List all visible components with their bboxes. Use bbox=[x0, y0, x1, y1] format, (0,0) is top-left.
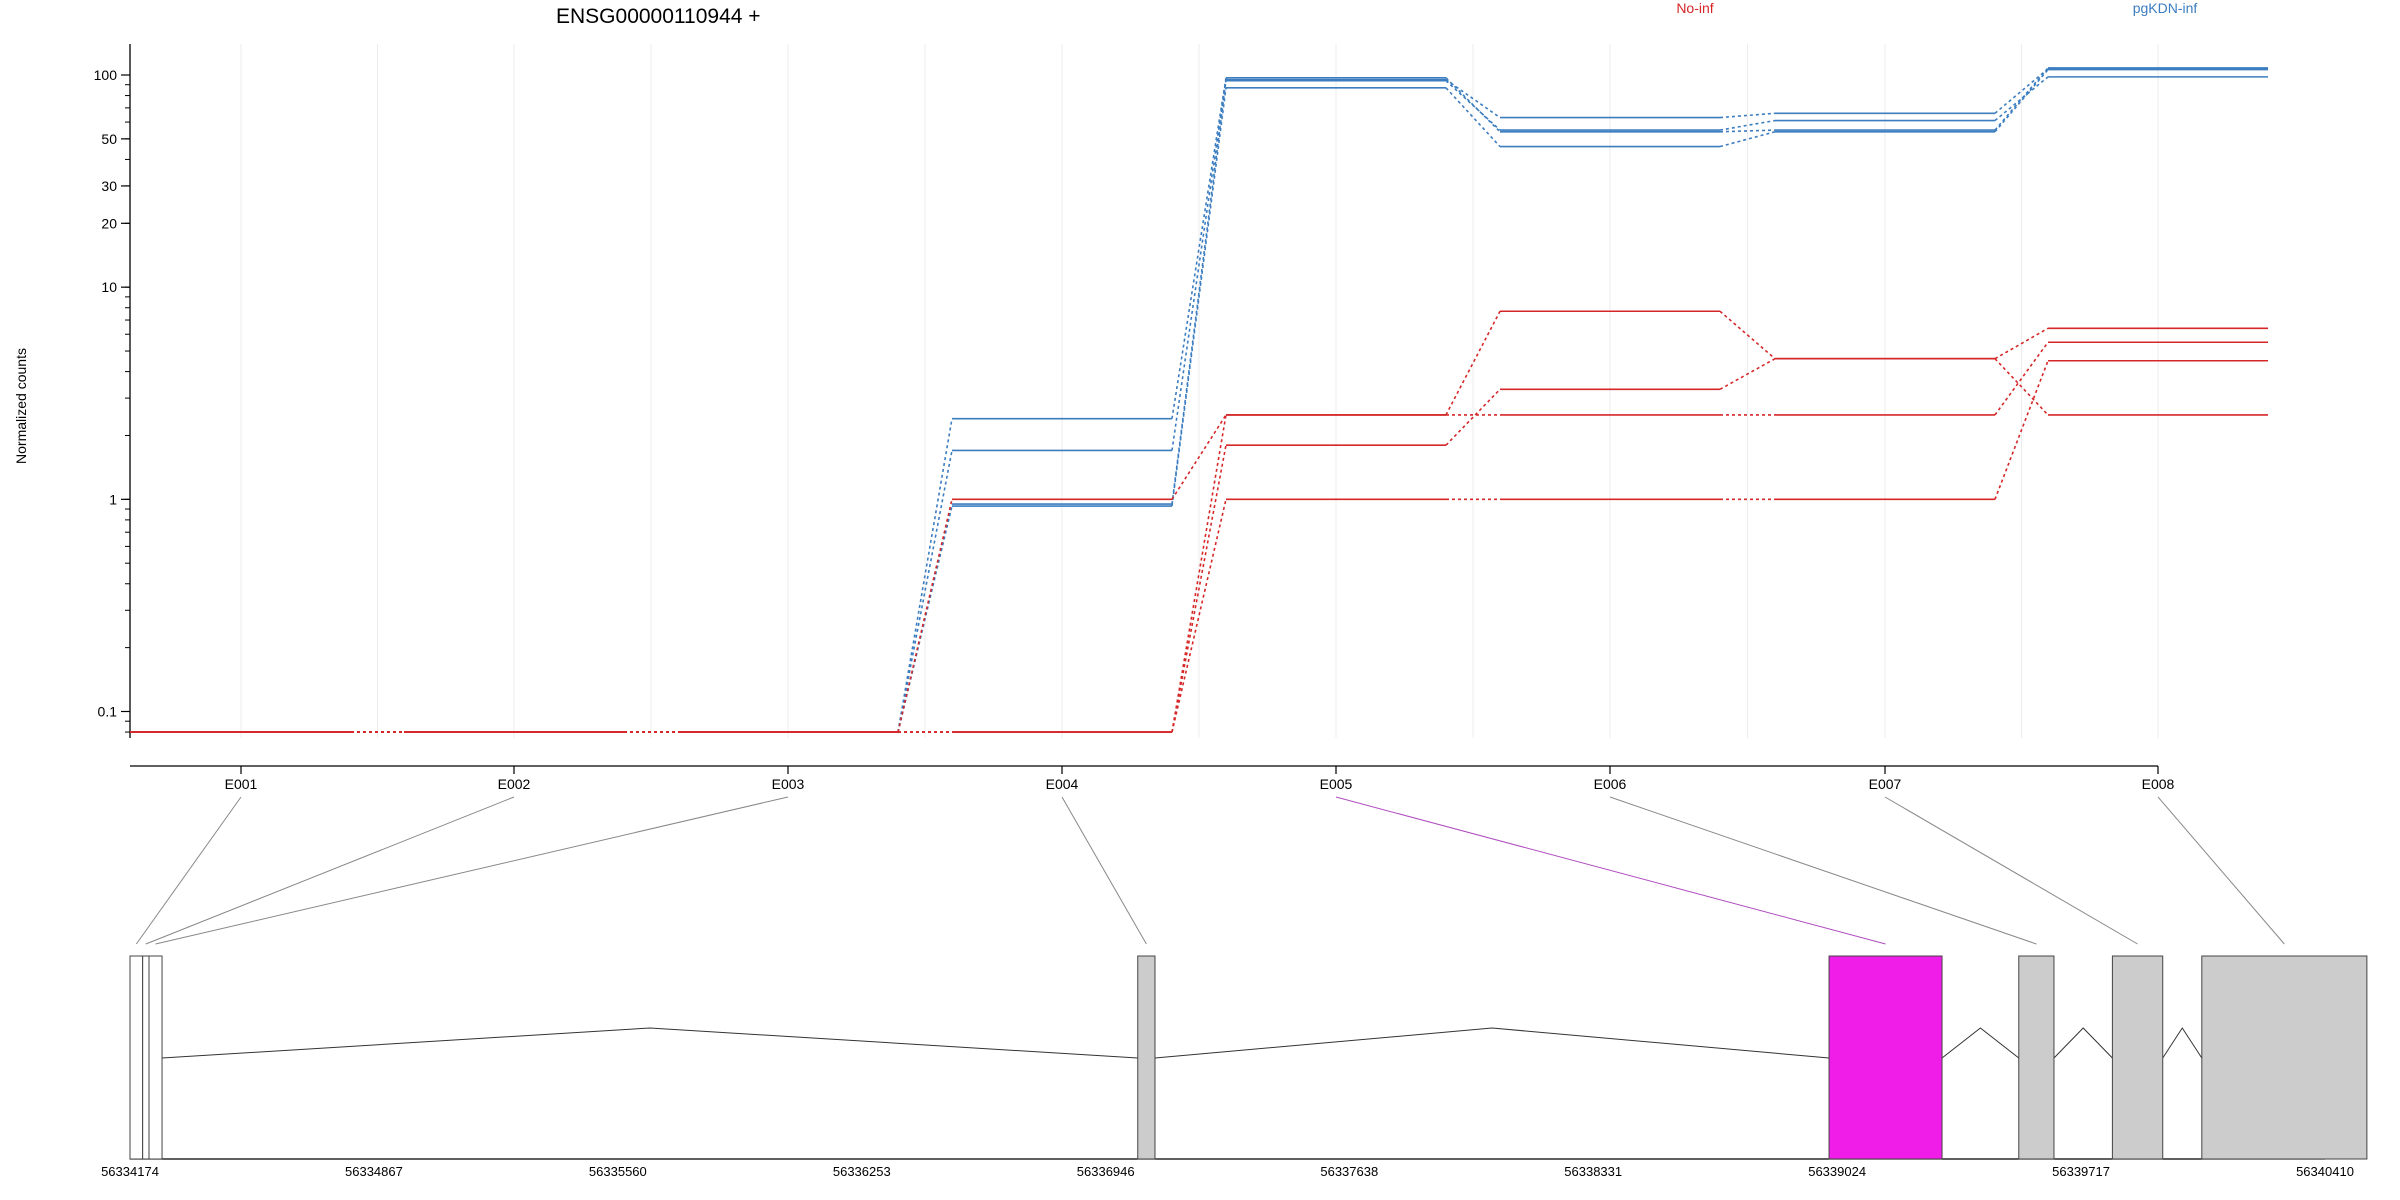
x-tick-label-e007: E007 bbox=[1869, 776, 1902, 792]
intron-6 bbox=[2053, 1027, 2113, 1059]
gene-axis-tick-label: 56335560 bbox=[589, 1164, 647, 1179]
x-tick-label-e004: E004 bbox=[1046, 776, 1079, 792]
intron-4 bbox=[1154, 1027, 1830, 1059]
y-tick-label: 20 bbox=[101, 215, 117, 231]
exon-box-e005 bbox=[1828, 955, 1943, 1160]
gene-axis-tick-label: 56339717 bbox=[2052, 1164, 2110, 1179]
gene-axis-tick-label: 56338331 bbox=[1564, 1164, 1622, 1179]
exon-box-e004 bbox=[1137, 955, 1156, 1160]
exon-connector-e004 bbox=[1061, 796, 1147, 945]
exon-connector-e005 bbox=[1335, 796, 1886, 945]
x-tick-label-e001: E001 bbox=[225, 776, 258, 792]
gene-axis-tick-label: 56337638 bbox=[1320, 1164, 1378, 1179]
exon-box-e006 bbox=[2018, 955, 2055, 1160]
exon-box-e002 bbox=[142, 955, 150, 1160]
y-tick-label: 0.1 bbox=[98, 703, 118, 719]
gene-axis-tick-label: 56334174 bbox=[101, 1164, 159, 1179]
series-7-connector-3 bbox=[1171, 499, 1227, 733]
y-axis-label: Normalized counts bbox=[13, 348, 29, 464]
x-tick-label-e005: E005 bbox=[1320, 776, 1353, 792]
series-0-connector-2 bbox=[897, 418, 953, 733]
exon-connector-e007 bbox=[1884, 796, 2138, 945]
axes-layer: 0.1 1 10 20 30 50 100 E001 E002 E003 E004 E005 E006 E… bbox=[94, 44, 2175, 792]
y-tick-label: 1 bbox=[109, 491, 117, 507]
series-3-connector-3 bbox=[1171, 87, 1227, 507]
y-tick-label: 100 bbox=[94, 67, 118, 83]
exon-box-e008 bbox=[2201, 955, 2368, 1160]
exon-connector-e002 bbox=[145, 796, 515, 945]
gene-model-track: 56334174 56334867 56335560 56336253 56336946… bbox=[101, 955, 2368, 1179]
connector-layer bbox=[135, 796, 2285, 945]
exon-box-e007 bbox=[2111, 955, 2164, 1160]
y-tick-label: 30 bbox=[101, 178, 117, 194]
series-2-connector-4 bbox=[1445, 80, 1501, 131]
series-3-connector-4 bbox=[1445, 87, 1501, 148]
series-layer bbox=[130, 67, 2268, 733]
intron-5 bbox=[1941, 1027, 2020, 1059]
legend-label-pgkdn-inf: pgKDN-inf bbox=[2133, 0, 2198, 16]
legend-label-no-inf: No-inf bbox=[1676, 0, 1713, 16]
exon-connector-e003 bbox=[155, 796, 789, 945]
exon-box-e003 bbox=[148, 955, 163, 1160]
x-tick-label-e008: E008 bbox=[2142, 776, 2175, 792]
gene-axis-tick-label: 56340410 bbox=[2296, 1164, 2354, 1179]
chart-title: ENSG00000110944 + bbox=[556, 5, 761, 28]
series-4-connector-2 bbox=[897, 499, 953, 733]
series-6-connector-6 bbox=[1994, 358, 2049, 416]
exon-connector-e008 bbox=[2157, 796, 2285, 945]
series-2-connector-3 bbox=[1171, 80, 1227, 505]
series-6-connector-4 bbox=[1445, 388, 1501, 446]
series-5-connector-6 bbox=[1994, 341, 2049, 416]
y-tick-label: 50 bbox=[101, 131, 117, 147]
exon-box-e001 bbox=[129, 955, 144, 1160]
intron-3 bbox=[162, 1027, 1138, 1059]
gene-axis-tick-label: 56336253 bbox=[833, 1164, 891, 1179]
series-4-connector-4 bbox=[1445, 310, 1501, 416]
series-4-connector-6 bbox=[1994, 327, 2049, 360]
series-0-connector-6 bbox=[1994, 67, 2049, 131]
y-tick-label: 10 bbox=[101, 279, 117, 295]
grid-layer bbox=[240, 44, 2159, 738]
series-1-connector-3 bbox=[1171, 79, 1227, 451]
x-tick-label-e006: E006 bbox=[1594, 776, 1627, 792]
series-7-connector-6 bbox=[1994, 360, 2049, 500]
exon-connector-e006 bbox=[1609, 796, 2037, 945]
series-4-connector-3 bbox=[1171, 414, 1227, 500]
series-6-connector-3 bbox=[1171, 445, 1227, 733]
intron-7 bbox=[2162, 1027, 2203, 1059]
gene-axis-tick-label: 56339024 bbox=[1808, 1164, 1866, 1179]
gene-axis-tick-label: 56334867 bbox=[345, 1164, 403, 1179]
gene-axis-tick-label: 56336946 bbox=[1077, 1164, 1135, 1179]
series-1-connector-4 bbox=[1445, 79, 1501, 119]
x-tick-label-e002: E002 bbox=[498, 776, 531, 792]
x-tick-label-e003: E003 bbox=[772, 776, 805, 792]
series-4-connector-5 bbox=[1719, 310, 1776, 360]
series-6-connector-5 bbox=[1719, 358, 1776, 391]
exon-connector-e001 bbox=[135, 796, 242, 945]
series-3-connector-6 bbox=[1994, 69, 2049, 133]
